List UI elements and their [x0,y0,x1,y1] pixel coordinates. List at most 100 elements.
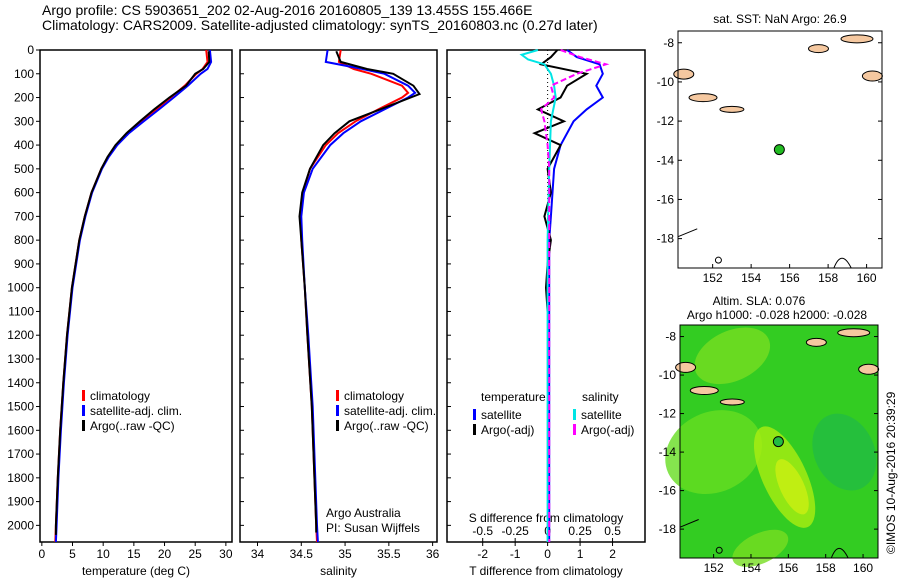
coastline-island [861,70,883,82]
lon-tick-label: 160 [857,271,877,285]
lat-tick-label: -12 [659,407,677,421]
lon-tick-label: 152 [703,271,723,285]
title-line-2: Climatology: CARS2009. Satellite-adjuste… [42,17,598,33]
annotation-text: Argo Australia [326,506,401,520]
legend-label: climatology [90,389,150,403]
legend-swatch [336,420,339,431]
lon-tick-label: 158 [816,561,836,575]
series-line-climatology [54,49,209,543]
lon-tick-label: 152 [704,561,724,575]
lon-tick-label: 158 [818,271,838,285]
series-line-s-satellite [519,49,557,542]
lat-tick-label: -8 [663,36,674,50]
map-title: Altim. SLA: 0.076 [713,294,806,308]
x-tick-label: 1 [577,547,584,561]
x2-tick-label: 0.25 [568,524,592,538]
legend-label: Argo(..raw -QC) [90,419,175,433]
lon-tick-label: 156 [780,271,800,285]
legend-label: climatology [344,389,404,403]
lat-tick-label: -16 [659,484,677,498]
x-tick-label: 15 [127,547,141,561]
x-tick-label: 10 [97,547,111,561]
series-line-argo-raw-qc- [298,50,422,533]
x-tick-label: 2 [609,547,616,561]
legend-swatch [336,405,339,416]
x2-axis-label: S difference from climatology [469,511,624,525]
legend-header: temperature [481,390,546,404]
legend-swatch [573,409,576,420]
legend-label: Argo(-adj) [481,423,534,437]
map-subtitle: Argo h1000: -0.028 h2000: -0.028 [687,308,867,322]
x-axis-label: temperature (deg C) [82,564,190,578]
lat-tick-label: -14 [657,153,675,167]
y-tick-label: 1200 [7,328,34,342]
legend-swatch [336,390,339,401]
coastline-island [719,398,745,406]
difference-panel: -2 -1 0 1 2 T difference from climatology -0.5… [446,49,646,578]
lon-tick-label: 154 [741,271,761,285]
plot-frame [239,49,438,543]
series-line-t-argo-adj- [532,49,590,312]
legend-label: Argo(-adj) [581,423,634,437]
legend-swatch [82,420,85,431]
sla-map: 152 154 156 158 160 -8 -10 -12 -14 -16 -18 Altim. S… [659,294,898,575]
lon-tick-label: 160 [853,561,873,575]
lat-tick-label: -8 [665,330,676,344]
temperature-panel: 0 5 10 15 20 25 30 temperature (deg C) 0 100 200 30… [7,43,233,578]
x-tick-label: -1 [510,547,521,561]
x-tick-label: 34.5 [290,547,314,561]
series-line-climatology [299,49,410,543]
y-tick-label: 200 [14,91,34,105]
legend-swatch [82,390,85,401]
y-tick-label: 600 [14,186,34,200]
legend-label: satellite [481,408,522,422]
x-tick-label: 36 [426,547,440,561]
y-tick-label: 1700 [7,447,34,461]
y-tick-label: 1000 [7,281,34,295]
reef-outline [714,256,722,264]
coastline-island [675,361,697,373]
y-tick-label: 2000 [7,518,34,532]
x2-tick-label: -0.25 [501,524,529,538]
x2-tick-label: 0.5 [604,524,621,538]
reef-outline [715,546,723,554]
coastline-island [689,385,719,395]
y-tick-label: 700 [14,209,34,223]
series-line-satellite-adj-clim- [54,49,213,543]
lat-tick-label: -10 [657,75,675,89]
coastline-island [673,68,695,80]
lat-tick-label: -10 [659,368,677,382]
x-axis-label: T difference from climatology [469,564,623,578]
sla-blob [812,413,877,491]
lon-tick-label: 156 [778,561,798,575]
legend-swatch [82,405,85,416]
lat-tick-label: -18 [659,522,677,536]
map-frame [677,30,883,269]
y-tick-label: 0 [27,43,34,57]
y-tick-label: 1300 [7,352,34,366]
y-tick-label: 400 [14,138,34,152]
legend-header: salinity [582,390,619,404]
x-tick-label: 34 [251,547,265,561]
argo-float-marker [773,144,785,156]
y-tick-label: 100 [14,67,34,81]
y-tick-label: 1900 [7,495,34,509]
argo-float-marker [772,436,784,448]
lat-tick-label: -18 [657,232,675,246]
lon-tick-label: 154 [741,561,761,575]
series-line-satellite-adj-clim- [300,49,417,543]
y-tick-label: 1800 [7,471,34,485]
lat-tick-label: -12 [657,114,675,128]
coastline-island [688,93,718,103]
legend-swatch [473,424,476,435]
coastline-island [840,34,874,44]
sst-map: 152 154 156 158 160 -8 -10 -12 -14 -16 -18 sat. SST… [657,12,883,285]
legend-label: satellite [581,408,622,422]
coastline-island [805,337,827,347]
x-tick-label: 30 [219,547,233,561]
x-tick-label: -2 [477,547,488,561]
y-tick-label: 500 [14,162,34,176]
y-tick-label: 1500 [7,400,34,414]
